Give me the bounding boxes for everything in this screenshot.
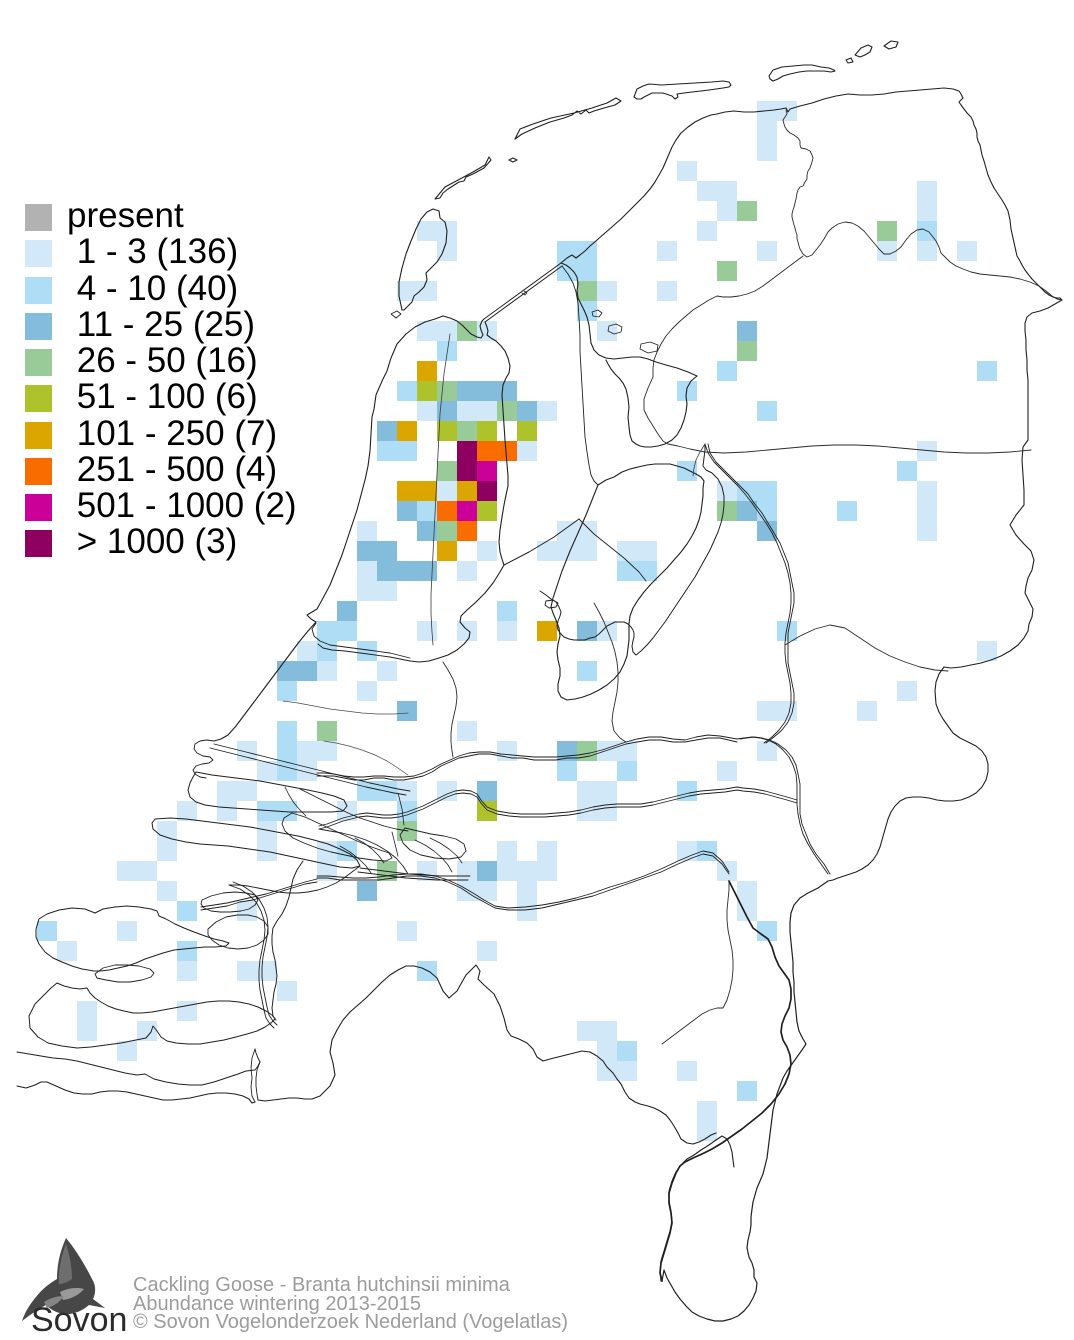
svg-text:Sovon: Sovon: [31, 1301, 127, 1339]
